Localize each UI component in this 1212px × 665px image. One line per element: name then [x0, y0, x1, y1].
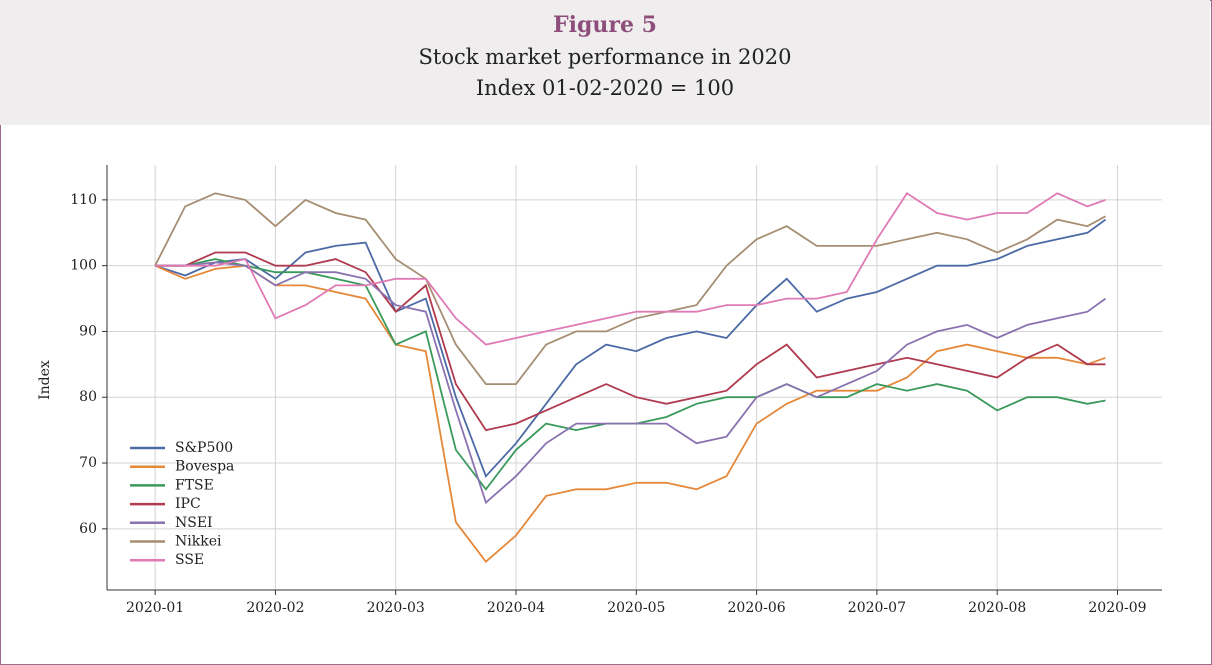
- y-tick-label: 70: [79, 455, 97, 471]
- x-tick-label: 2020-06: [728, 600, 786, 616]
- x-tick-label: 2020-03: [367, 600, 425, 616]
- y-tick-label: 100: [70, 258, 97, 274]
- x-tick-label: 2020-02: [246, 600, 304, 616]
- chart-title: Figure 5: [553, 12, 657, 38]
- x-tick-label: 2020-05: [607, 600, 665, 616]
- x-tick-label: 2020-04: [487, 600, 545, 616]
- legend-label: SSE: [175, 552, 204, 568]
- subtitle: Stock market performance in 2020: [418, 45, 792, 69]
- y-axis-label: Index: [37, 360, 53, 400]
- header: Figure 5 Stock market performance in 202…: [0, 0, 1210, 125]
- series-line: [155, 258, 1106, 491]
- legend-label: NSEI: [175, 515, 213, 531]
- x-tick-label: 2020-09: [1088, 600, 1146, 616]
- legend-label: S&P500: [175, 440, 233, 456]
- legend-label: IPC: [175, 496, 201, 512]
- series-line: [154, 264, 1106, 564]
- x-tick-label: 2020-08: [968, 600, 1026, 616]
- x-tick-label: 2020-07: [848, 600, 906, 616]
- y-tick-label: 80: [79, 389, 97, 405]
- legend-label: Bovespa: [175, 459, 234, 475]
- y-tick-label: 60: [79, 521, 97, 537]
- legend-label: Nikkei: [175, 534, 222, 550]
- y-tick-label: 110: [70, 192, 97, 208]
- series-line: [155, 251, 1106, 432]
- series-line: [155, 261, 1107, 505]
- series-line: [154, 218, 1107, 478]
- legend-label: FTSE: [175, 477, 214, 493]
- subtitle-2: Index 01-02-2020 = 100: [475, 76, 735, 100]
- series-line: [155, 192, 1106, 346]
- series-line: [154, 192, 1106, 385]
- y-tick-label: 90: [79, 323, 97, 339]
- x-tick-label: 2020-01: [126, 600, 184, 616]
